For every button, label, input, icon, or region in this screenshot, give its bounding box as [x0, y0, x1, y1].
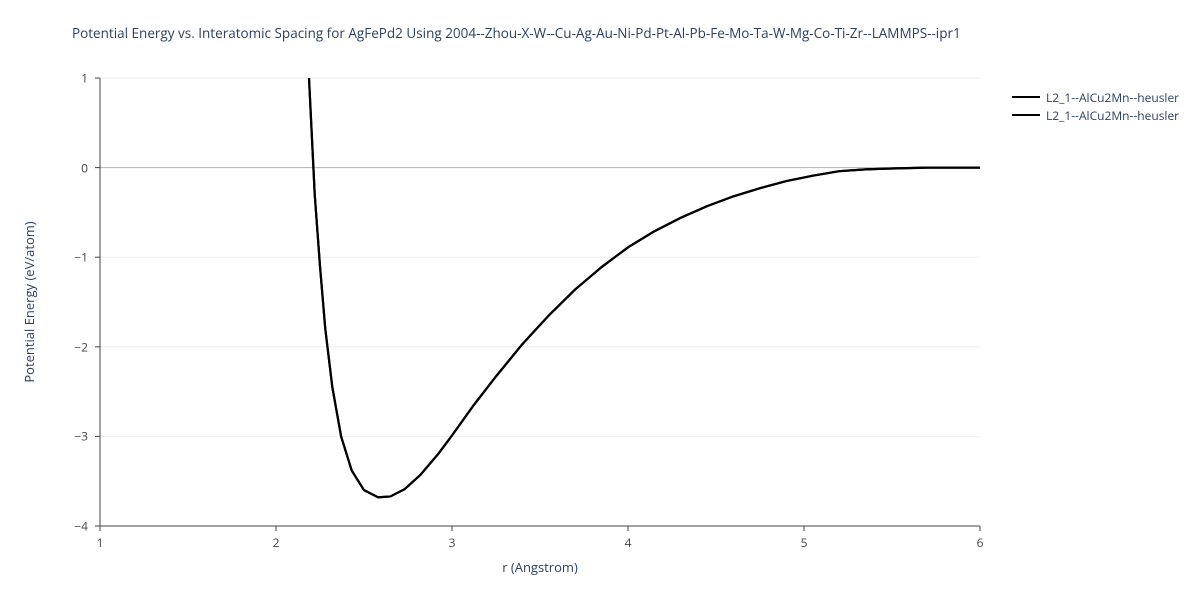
legend-label: L2_1--AlCu2Mn--heusler: [1046, 107, 1179, 124]
chart-container: Potential Energy vs. Interatomic Spacing…: [0, 0, 1200, 600]
plot-area: [100, 78, 980, 526]
legend-item[interactable]: L2_1--AlCu2Mn--heusler: [1012, 88, 1179, 106]
y-axis-label: Potential Energy (eV/atom): [20, 221, 38, 382]
x-tick-label: 4: [625, 534, 632, 551]
legend-swatch: [1012, 96, 1040, 98]
x-tick-label: 2: [273, 534, 280, 551]
y-tick-label: 0: [81, 159, 88, 176]
x-tick-label: 6: [977, 534, 984, 551]
chart-title: Potential Energy vs. Interatomic Spacing…: [72, 24, 961, 42]
y-tick-label: −1: [74, 249, 88, 266]
x-axis-label: r (Angstrom): [502, 558, 578, 576]
legend-swatch: [1012, 114, 1040, 116]
y-tick-label: −4: [74, 518, 88, 535]
legend-item[interactable]: L2_1--AlCu2Mn--heusler: [1012, 106, 1179, 124]
y-tick-label: 1: [81, 70, 88, 87]
y-tick-label: −3: [74, 428, 88, 445]
y-tick-label: −2: [74, 338, 88, 355]
x-tick-label: 5: [801, 534, 808, 551]
x-tick-label: 3: [449, 534, 456, 551]
plot-svg: [100, 78, 980, 526]
legend: L2_1--AlCu2Mn--heuslerL2_1--AlCu2Mn--heu…: [1012, 88, 1179, 124]
legend-label: L2_1--AlCu2Mn--heusler: [1046, 89, 1179, 106]
x-tick-label: 1: [97, 534, 104, 551]
